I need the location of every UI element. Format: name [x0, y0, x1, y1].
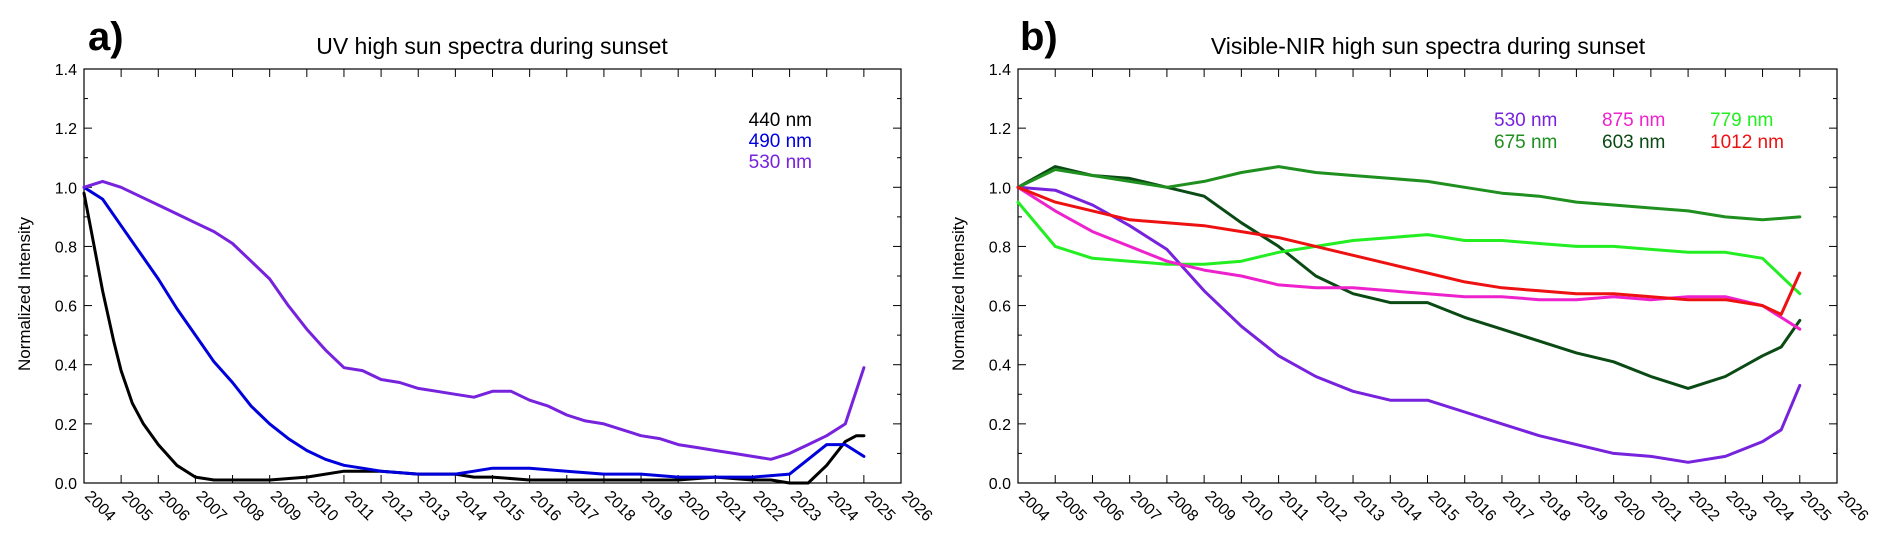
y-tick-label: 0.8: [989, 239, 1011, 256]
panel-a-label: a): [88, 15, 124, 59]
panel-a-title: UV high sun spectra during sunset: [316, 33, 668, 59]
y-tick-label: 1.0: [55, 180, 77, 197]
legend-item-530-nm: 530 nm: [1494, 110, 1557, 131]
y-tick-label: 1.4: [55, 62, 77, 79]
y-tick-label: 0.0: [989, 476, 1011, 493]
y-tick-label: 0.4: [55, 358, 77, 375]
legend-item-1012-nm: 1012 nm: [1710, 132, 1784, 153]
legend-item-440-nm: 440 nm: [749, 110, 812, 131]
panel-b-title: Visible-NIR high sun spectra during suns…: [1211, 33, 1646, 59]
legend-item-675-nm: 675 nm: [1494, 132, 1557, 153]
legend-item-603-nm: 603 nm: [1602, 132, 1665, 153]
y-tick-label: 0.6: [55, 299, 77, 316]
y-tick-label: 1.0: [989, 180, 1011, 197]
panel-a-uv-chart: a) UV high sun spectra during sunset Nor…: [15, 15, 935, 525]
panel-b-series: [1016, 165, 1802, 464]
y-tick-label: 0.2: [55, 417, 77, 434]
y-tick-label: 0.4: [989, 358, 1011, 375]
y-tick-label: 0.8: [55, 239, 77, 256]
panel-b-label: b): [1020, 15, 1058, 59]
y-tick-label: 1.4: [989, 62, 1011, 79]
series-line-1012-nm: [1016, 185, 1802, 316]
panel-a-series: [82, 179, 866, 485]
series-line-530-nm: [1016, 185, 1802, 464]
y-tick-label: 0.6: [989, 299, 1011, 316]
series-line-675-nm: [1016, 165, 1802, 222]
y-tick-label: 0.2: [989, 417, 1011, 434]
panel-b-y-ticks: 0.0 0.2 0.4 0.6 0.8 1.0 1.2 1.4: [989, 62, 1837, 493]
legend-item-530-nm: 530 nm: [749, 152, 812, 173]
legend-item-779-nm: 779 nm: [1710, 110, 1773, 131]
panel-a-y-ticks: 0.0 0.2 0.4 0.6 0.8 1.0 1.2 1.4: [55, 62, 901, 493]
series-line-530-nm: [82, 179, 866, 461]
panel-b-y-axis-label: Normalized Intensity: [949, 217, 968, 372]
series-line-779-nm: [1016, 200, 1802, 296]
y-tick-label: 1.2: [989, 121, 1011, 138]
y-tick-label: 0.0: [55, 476, 77, 493]
legend-item-875-nm: 875 nm: [1602, 110, 1665, 131]
panel-a-y-axis-label: Normalized Intensity: [15, 217, 34, 372]
legend-item-490-nm: 490 nm: [749, 131, 812, 152]
series-line-490-nm: [82, 185, 866, 479]
y-tick-label: 1.2: [55, 121, 77, 138]
